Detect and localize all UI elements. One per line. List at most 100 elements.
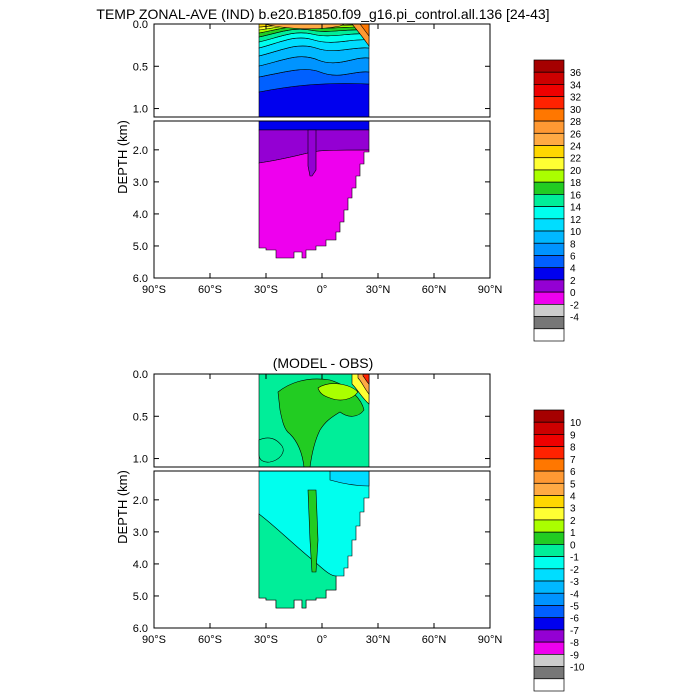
bottom-colorbar-label: 3	[570, 504, 576, 515]
top-colorbar-label: 16	[570, 190, 582, 201]
top-colorbar-label: 26	[570, 129, 582, 140]
top-colorbar-box	[533, 218, 565, 232]
bottom-upper-field	[258, 374, 370, 467]
bottom-colorbar-box	[533, 641, 565, 655]
top-colorbar-label: 20	[570, 166, 582, 177]
top-colorbar-box	[533, 328, 565, 342]
top-ytick-label: 3.0	[133, 177, 148, 189]
bottom-ytick-label: 2.0	[133, 495, 148, 507]
top-colorbar-box	[533, 206, 565, 220]
bottom-colorbar-label: -5	[570, 601, 579, 612]
bottom-ytick-label: 3.0	[133, 527, 148, 539]
top-xtick-label: 90°N	[478, 284, 503, 296]
bottom-ytick-label: 1.0	[133, 454, 148, 466]
bottom-ytick-label: 0.0	[133, 369, 148, 381]
bottom-colorbar-box	[533, 519, 565, 533]
bottom-colorbar-label: -6	[570, 614, 579, 625]
bottom-xtick-label: 60°S	[198, 634, 222, 646]
top-colorbar-box	[533, 59, 565, 73]
top-xtick-label: 30°N	[366, 284, 391, 296]
top-ytick-label: 0.0	[133, 19, 148, 31]
top-colorbar-label: 32	[570, 93, 582, 104]
bottom-colorbar-box	[533, 507, 565, 521]
top-colorbar-label: 22	[570, 154, 582, 165]
bottom-colorbar-label: -7	[570, 626, 579, 637]
bottom-colorbar-box	[533, 592, 565, 606]
bottom-lower-field	[258, 471, 370, 609]
bottom-colorbar-box	[533, 556, 565, 570]
bottom-colorbar-box	[533, 629, 565, 643]
bottom-colorbar-label: 0	[570, 540, 576, 551]
bottom-colorbar-label: -1	[570, 553, 579, 564]
bottom-colorbar-label: 4	[570, 492, 576, 503]
bottom-xtick-label: 90°N	[478, 634, 503, 646]
bottom-colorbar-box	[533, 605, 565, 619]
bottom-colorbar-label: -10	[570, 663, 585, 674]
top-colorbar-box	[533, 157, 565, 171]
top-ytick-label: 2.0	[133, 145, 148, 157]
top-colorbar-label: 18	[570, 178, 582, 189]
bottom-colorbar-label: -3	[570, 577, 579, 588]
top-colorbar-box	[533, 145, 565, 159]
bottom-colorbar-label: 10	[570, 418, 582, 429]
top-colorbar-label: 34	[570, 80, 582, 91]
diff-panel-title: (MODEL - OBS)	[273, 355, 374, 371]
bottom-xtick-label: 30°N	[366, 634, 391, 646]
bottom-colorbar-label: 6	[570, 467, 576, 478]
bottom-ytick-label: 4.0	[133, 559, 148, 571]
bottom-xtick-label: 60°N	[422, 634, 447, 646]
top-xtick-label: 60°S	[198, 284, 222, 296]
top-colorbar-box	[533, 303, 565, 317]
bottom-colorbar-box	[533, 409, 565, 423]
bottom-colorbar-label: 2	[570, 516, 576, 527]
top-colorbar-box	[533, 316, 565, 330]
top-xtick-label: 30°S	[254, 284, 278, 296]
top-colorbar-label: 2	[570, 276, 576, 287]
top-colorbar-box	[533, 255, 565, 269]
top-colorbar-box	[533, 291, 565, 305]
bottom-colorbar-box	[533, 653, 565, 667]
top-colorbar-label: 4	[570, 264, 576, 275]
top-colorbar-label: 0	[570, 288, 576, 299]
top-ytick-label: 5.0	[133, 241, 148, 253]
top-colorbar-box	[533, 71, 565, 85]
bottom-xtick-label: 0°	[317, 634, 328, 646]
bottom-colorbar-label: 9	[570, 430, 576, 441]
bottom-colorbar-box	[533, 580, 565, 594]
top-colorbar-box	[533, 194, 565, 207]
top-upper-field	[258, 24, 370, 117]
bottom-colorbar-box	[533, 666, 565, 680]
top-xtick-label: 90°S	[142, 284, 166, 296]
top-ytick-label: 6.0	[133, 273, 148, 285]
top-colorbar-label: 12	[570, 215, 582, 226]
bottom-colorbar-box	[533, 470, 565, 484]
top-colorbar-label: 14	[570, 203, 582, 214]
top-colorbar-box	[533, 120, 565, 134]
top-colorbar-box	[533, 230, 565, 244]
bottom-colorbar-label: 7	[570, 455, 576, 466]
top-lower-field	[258, 121, 370, 259]
bottom-colorbar-label: 1	[570, 528, 576, 539]
bottom-xtick-label: 30°S	[254, 634, 278, 646]
bottom-colorbar-box	[533, 568, 565, 582]
bottom-colorbar-box	[533, 421, 565, 435]
top-colorbar-label: 28	[570, 117, 582, 128]
bottom-colorbar-box	[533, 495, 565, 509]
bottom-colorbar-label: -8	[570, 638, 579, 649]
top-colorbar-label: 24	[570, 142, 582, 153]
top-colorbar-box	[533, 132, 565, 146]
top-colorbar-box	[533, 108, 565, 122]
bottom-colorbar-label: 8	[570, 443, 576, 454]
top-colorbar-label: -4	[570, 313, 579, 324]
top-xtick-label: 60°N	[422, 284, 447, 296]
top-colorbar-box	[533, 242, 565, 256]
bottom-colorbar-box	[533, 458, 565, 472]
bottom-colorbar-label: 5	[570, 479, 576, 490]
top-colorbar-box	[533, 181, 565, 195]
bottom-ytick-label: 6.0	[133, 623, 148, 635]
figure-title: TEMP ZONAL-AVE (IND) b.e20.B1850.f09_g16…	[96, 6, 549, 22]
bottom-colorbar-label: -4	[570, 589, 579, 600]
bottom-colorbar-box	[533, 531, 565, 545]
bottom-ytick-label: 0.5	[133, 411, 148, 423]
